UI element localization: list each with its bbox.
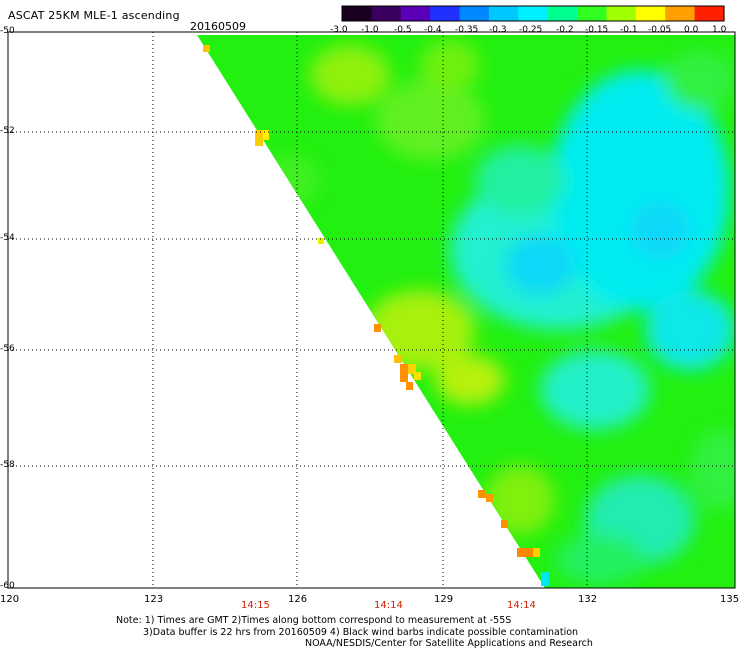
colorbar-segment bbox=[665, 6, 696, 21]
colorbar-segment bbox=[694, 6, 725, 21]
colorbar-segment bbox=[400, 6, 431, 21]
colorbar-label: -0.05 bbox=[648, 25, 672, 35]
colorbar-label: -0.3 bbox=[489, 25, 507, 35]
colorbar-segment bbox=[488, 6, 519, 21]
colorbar-segment bbox=[547, 6, 578, 21]
colorbar-segment bbox=[606, 6, 637, 21]
lon-label: 132 bbox=[578, 594, 598, 605]
lon-label: 135 bbox=[720, 594, 740, 605]
lat-label: -56 bbox=[0, 344, 15, 354]
lat-label: -52 bbox=[0, 126, 15, 136]
colorbar-segment bbox=[518, 6, 549, 21]
map-date: 20160509 bbox=[190, 20, 246, 33]
colorbar-label: -0.2 bbox=[556, 25, 574, 35]
colorbar-label: -0.15 bbox=[585, 25, 609, 35]
colorbar-label: 0.0 bbox=[684, 25, 699, 35]
graticule bbox=[8, 32, 735, 588]
note-line: NOAA/NESDIS/Center for Satellite Applica… bbox=[305, 638, 593, 649]
lat-label: -54 bbox=[0, 233, 15, 243]
colorbar-label: -0.5 bbox=[394, 25, 412, 35]
colorbar-segment bbox=[430, 6, 461, 21]
footnote: Note: 1) Times are GMT 2)Times along bot… bbox=[116, 615, 593, 650]
lat-label: -50 bbox=[0, 26, 15, 36]
colorbar-segment bbox=[342, 6, 372, 21]
lon-label: 120 bbox=[0, 594, 20, 605]
time-label: 14:15 bbox=[241, 600, 270, 611]
note-line: 3)Data buffer is 22 hrs from 20160509 4)… bbox=[143, 626, 579, 638]
colorbar-frame bbox=[341, 5, 725, 22]
colorbar-label: -0.35 bbox=[455, 25, 479, 35]
colorbar bbox=[342, 6, 725, 21]
colorbar-label: -3.0 bbox=[330, 25, 348, 35]
lon-label: 123 bbox=[144, 594, 164, 605]
colorbar-segment bbox=[635, 6, 666, 21]
note-line: Note: 1) Times are GMT 2)Times along bot… bbox=[116, 615, 512, 626]
lon-label: 126 bbox=[288, 594, 308, 605]
colorbar-label: -0.25 bbox=[519, 25, 543, 35]
lat-label: -58 bbox=[0, 460, 15, 470]
colorbar-label: -0.1 bbox=[620, 25, 638, 35]
colorbar-label: -0.4 bbox=[424, 25, 442, 35]
colorbar-segment bbox=[459, 6, 490, 21]
lat-label: -60 bbox=[0, 581, 15, 591]
colorbar-label: 1.0 bbox=[712, 25, 727, 35]
colorbar-segment bbox=[577, 6, 608, 21]
time-label: 14:14 bbox=[374, 600, 403, 611]
plot-frame bbox=[7, 31, 736, 589]
edge-pixels bbox=[203, 45, 549, 586]
map-title: ASCAT 25KM MLE-1 ascending bbox=[8, 9, 180, 22]
time-label: 14:14 bbox=[507, 600, 536, 611]
colorbar-segment bbox=[371, 6, 402, 21]
colorbar-label: -1.0 bbox=[361, 25, 379, 35]
lon-label: 129 bbox=[434, 594, 454, 605]
swath-data-field bbox=[197, 35, 735, 588]
